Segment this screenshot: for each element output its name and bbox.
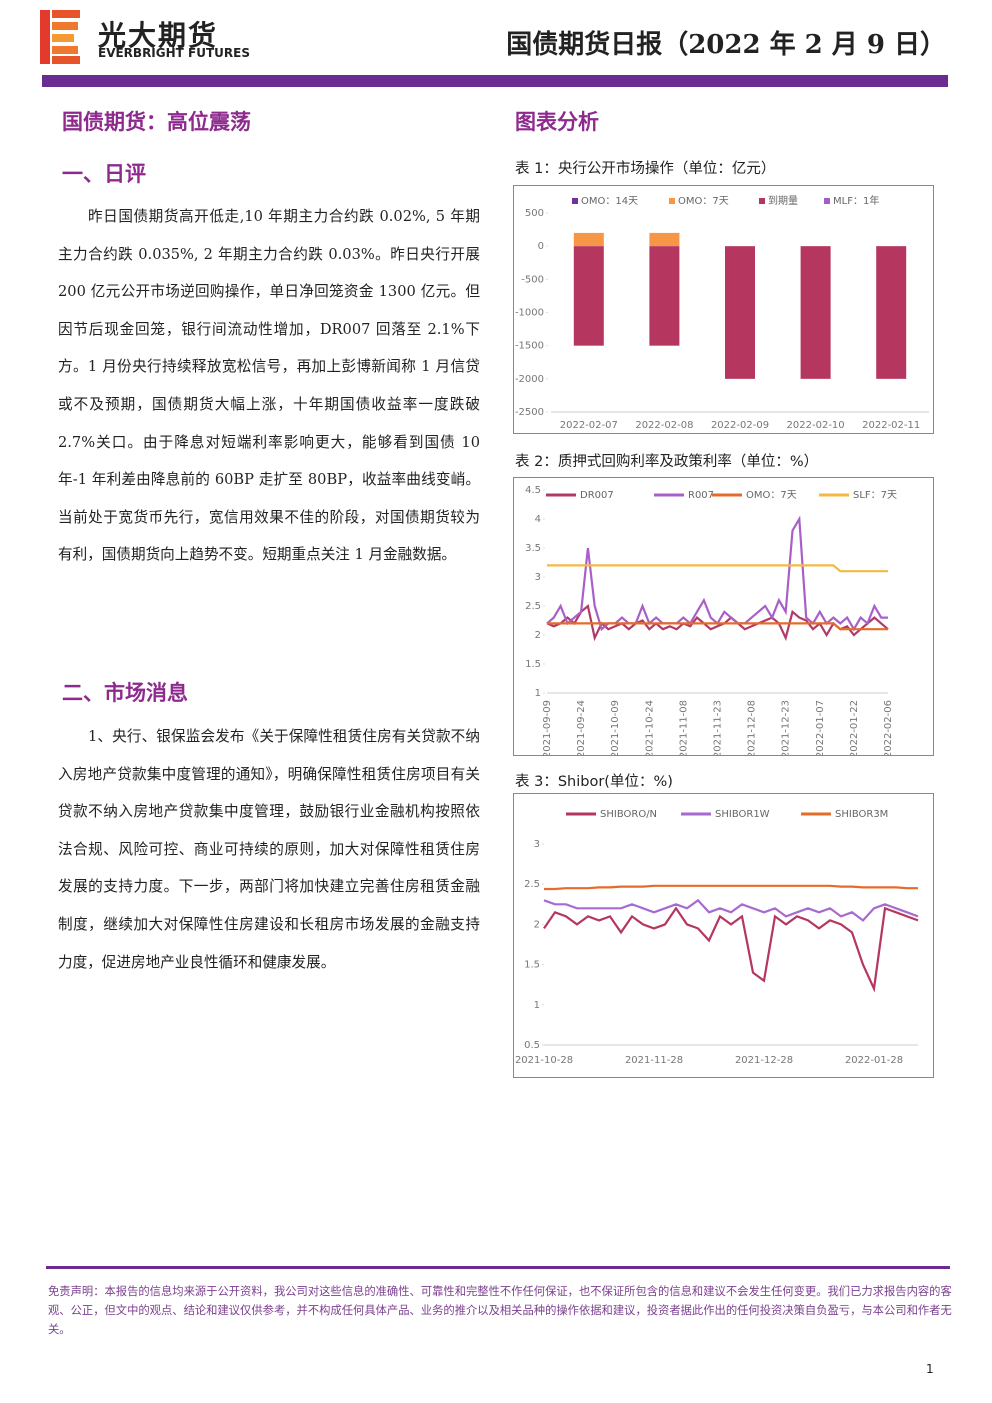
chart-caption: 表 3：Shibor(单位：%) — [515, 774, 673, 790]
x-tick-label: 2021-11-28 — [625, 1055, 683, 1066]
chart-caption: 表 2：质押式回购利率及政策利率（单位：%） — [515, 454, 819, 470]
y-tick-label: -500 — [521, 274, 544, 285]
y-tick-label: 1 — [535, 688, 541, 699]
bar — [876, 246, 907, 379]
y-tick-label: 2.5 — [524, 879, 540, 890]
bar — [800, 246, 831, 379]
logo-cn: 光大期货 — [98, 19, 219, 52]
disclaimer: 免责声明：本报告的信息均来源于公开资料，我公司对这些信息的准确性、可靠性和完整性… — [48, 1285, 952, 1336]
x-tick-label: 2021-12-28 — [735, 1055, 793, 1066]
x-tick-label: 2021-12-08 — [747, 700, 758, 755]
page-number: 1 — [926, 1362, 934, 1376]
y-tick-label: 2 — [534, 919, 540, 930]
report-title: 国债期货日报（2022 年 2 月 9 日） — [506, 30, 946, 60]
x-tick-label: 2022-02-10 — [787, 420, 845, 431]
x-tick-label: 2022-02-07 — [560, 420, 618, 431]
x-tick-label: 2022-02-08 — [635, 420, 693, 431]
x-tick-label: 2021-09-09 — [542, 700, 553, 755]
y-tick-label: 1.5 — [524, 960, 540, 971]
chart-caption: 表 1：央行公开市场操作（单位：亿元） — [515, 161, 776, 177]
series-line — [546, 515, 888, 632]
legend-label: SHIBOR3M — [835, 809, 888, 820]
bar — [649, 232, 680, 247]
section-heading: 一、日评 — [62, 161, 146, 186]
y-tick-label: 3 — [535, 572, 541, 583]
x-tick-label: 2021-11-08 — [678, 700, 689, 755]
y-tick-label: 3 — [534, 839, 540, 850]
chart-heading: 图表分析 — [515, 109, 599, 134]
x-tick-label: 2021-09-24 — [576, 700, 587, 755]
y-tick-label: -1000 — [515, 308, 544, 319]
y-tick-label: 1.5 — [525, 659, 541, 670]
legend-label: OMO：7天 — [678, 196, 729, 207]
x-tick-label: 2022-01-07 — [815, 700, 826, 755]
legend-swatch — [824, 198, 830, 204]
x-tick-label: 2021-12-23 — [781, 700, 792, 755]
series-line — [543, 906, 919, 993]
y-tick-label: -1500 — [515, 341, 544, 352]
legend-label: 到期量 — [768, 195, 798, 207]
legend-swatch — [669, 198, 675, 204]
y-tick-label: 4 — [535, 514, 541, 525]
x-tick-label: 2021-10-24 — [644, 700, 655, 755]
logo-en: EVERBRIGHT FUTURES — [98, 46, 250, 60]
y-tick-label: -2500 — [515, 407, 544, 418]
chart: -2500 -2000 -1500 -1000 -500 0 500 2022-02-07 20… — [515, 194, 929, 431]
bar — [725, 246, 755, 379]
x-tick-label: 2022-01-22 — [849, 700, 860, 755]
chart: 0.5 1 1.5 2 2.5 3 2021-10-28 2021-11-28 2021-12-… — [515, 809, 919, 1066]
legend-label: SHIBOR1W — [715, 809, 770, 820]
x-tick-label: 2022-02-11 — [862, 420, 920, 431]
bar — [573, 232, 604, 247]
y-tick-label: 3.5 — [525, 543, 541, 554]
bar — [573, 246, 604, 346]
main-heading: 国债期货：高位震荡 — [62, 109, 251, 134]
series-line — [547, 564, 888, 573]
y-tick-label: 1 — [534, 1000, 540, 1011]
y-tick-label: 0.5 — [524, 1040, 540, 1051]
paragraph: 昨日国债期货高开低走,10 年期主力合约跌 0.02%, 5 年期主力合约跌 0… — [58, 208, 480, 564]
legend-label: SLF：7天 — [853, 490, 897, 501]
legend-label: OMO：7天 — [746, 490, 797, 501]
legend-swatch — [572, 198, 578, 204]
x-tick-label: 2022-02-09 — [711, 420, 769, 431]
legend-label: DR007 — [580, 490, 614, 501]
legend-label: MLF：1年 — [833, 194, 879, 207]
y-tick-label: 500 — [525, 208, 544, 219]
bar — [649, 246, 680, 346]
x-tick-label: 2021-10-09 — [610, 700, 621, 755]
x-tick-label: 2022-01-28 — [845, 1055, 903, 1066]
x-tick-label: 2022-02-06 — [883, 700, 894, 755]
series-line — [543, 898, 919, 922]
series-line — [544, 884, 918, 891]
y-tick-label: 4.5 — [525, 485, 541, 496]
legend-label: OMO：14天 — [581, 196, 638, 207]
x-tick-label: 2021-11-23 — [713, 700, 724, 755]
y-tick-label: 2.5 — [525, 601, 541, 612]
y-tick-label: 0 — [538, 241, 544, 252]
x-tick-label: 2021-10-28 — [515, 1055, 573, 1066]
paragraph: 1、央行、银保监会发布《关于保障性租赁住房有关贷款不纳入房地产贷款集中度管理的通… — [58, 728, 480, 971]
footer-rule — [46, 1266, 950, 1269]
series-line — [546, 603, 889, 642]
legend-label: R007 — [688, 490, 714, 501]
y-tick-label: -2000 — [515, 374, 544, 385]
legend-label: SHIBORO/N — [600, 809, 657, 820]
section-heading: 二、市场消息 — [62, 680, 188, 705]
legend-swatch — [759, 198, 765, 204]
logo-mark — [40, 10, 80, 64]
header-bar — [42, 75, 948, 87]
y-tick-label: 2 — [535, 630, 541, 641]
chart: 1 1.5 2 2.5 3 3.5 4 4.5 2021-09-09 2021-09-24 2021… — [525, 485, 897, 758]
series-line — [547, 622, 888, 631]
